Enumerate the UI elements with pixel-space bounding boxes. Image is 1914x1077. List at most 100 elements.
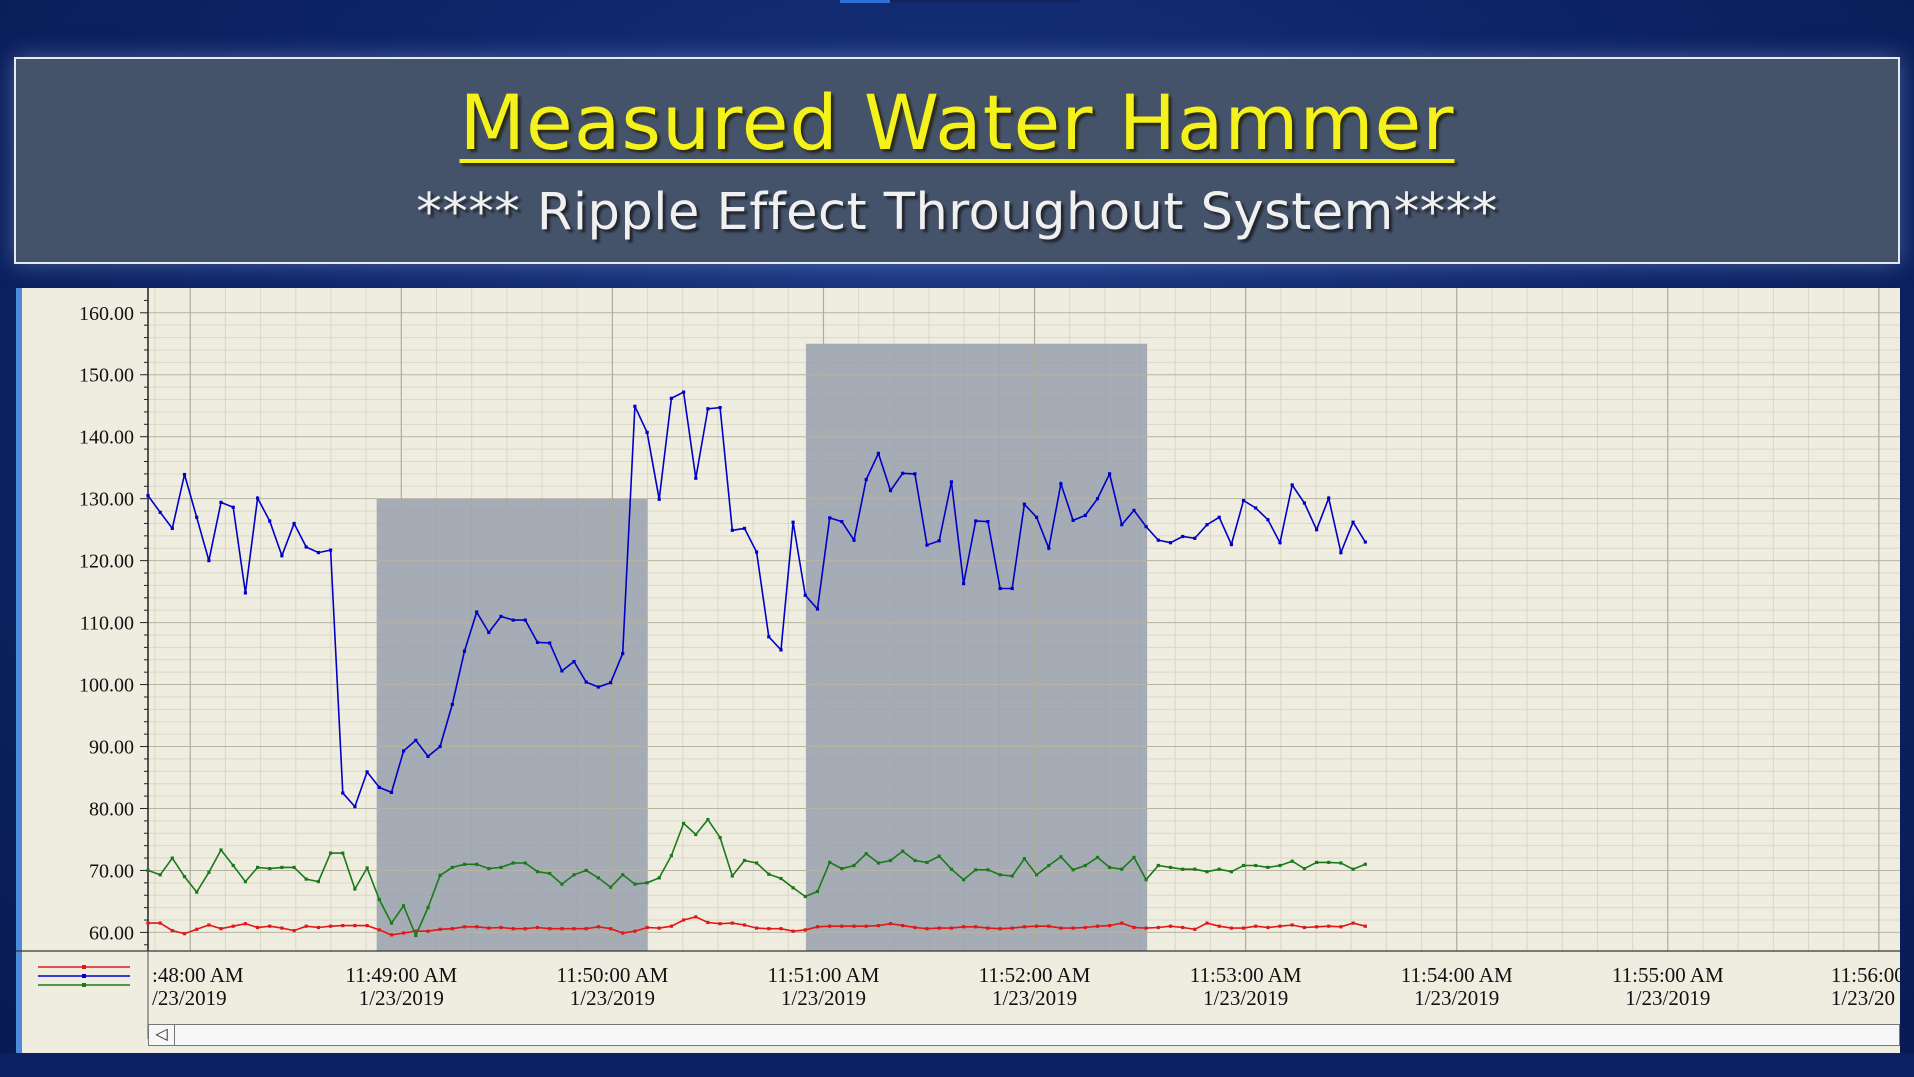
- data-point-green: [1351, 867, 1355, 871]
- data-point-red: [1168, 924, 1173, 928]
- data-point-green: [864, 852, 868, 856]
- data-point-red: [888, 922, 893, 926]
- data-point-blue: [1266, 518, 1270, 522]
- data-point-red: [1266, 925, 1270, 930]
- data-point-green: [426, 906, 430, 910]
- data-point-red: [864, 924, 868, 928]
- data-point-green: [1254, 863, 1258, 868]
- data-point-green: [523, 861, 527, 865]
- y-tick-label: 130.00: [79, 489, 134, 511]
- data-point-green: [888, 858, 893, 863]
- data-point-blue: [1205, 523, 1209, 527]
- data-point-red: [584, 927, 588, 931]
- data-point-red: [815, 925, 820, 929]
- data-point-blue: [475, 610, 479, 614]
- data-point-green: [657, 876, 661, 880]
- data-point-red: [1108, 924, 1112, 928]
- data-point-red: [1022, 925, 1026, 929]
- data-point-red: [1035, 924, 1039, 928]
- x-tick-date: 1/23/2019: [1203, 986, 1288, 1010]
- data-point-green: [1059, 855, 1063, 859]
- data-point-red: [791, 929, 795, 933]
- data-point-red: [949, 926, 953, 930]
- data-point-green: [803, 894, 807, 899]
- x-tick-date: 1/23/2019: [359, 986, 444, 1010]
- data-point-red: [1059, 926, 1063, 930]
- data-point-red: [742, 923, 747, 927]
- data-point-red: [182, 932, 187, 936]
- x-tick-date: /23/2019: [152, 986, 227, 1010]
- data-point-blue: [1278, 541, 1282, 545]
- data-point-blue: [182, 472, 187, 477]
- data-point-green: [1144, 878, 1148, 882]
- data-point-blue: [1181, 534, 1185, 539]
- data-point-red: [1363, 924, 1367, 928]
- data-point-red: [925, 927, 929, 931]
- data-point-red: [560, 927, 564, 931]
- data-point-red: [1083, 925, 1087, 930]
- y-tick-label: 150.00: [79, 365, 134, 387]
- data-point-red: [840, 924, 844, 928]
- x-tick-label: 11:52:00 AM: [979, 963, 1091, 987]
- data-point-green: [986, 868, 990, 872]
- x-tick-label: :48:00 AM: [152, 963, 244, 987]
- data-point-blue: [499, 614, 503, 618]
- data-point-green: [353, 887, 357, 891]
- data-point-blue: [1108, 472, 1112, 476]
- data-point-blue: [962, 582, 966, 586]
- data-point-red: [535, 925, 540, 930]
- data-point-blue: [523, 618, 527, 622]
- data-point-green: [962, 878, 966, 882]
- top-tab-strip: [890, 0, 1080, 2]
- data-point-blue: [268, 519, 272, 523]
- data-point-red: [1302, 925, 1306, 930]
- legend-marker-red: [82, 965, 86, 969]
- data-point-green: [438, 873, 442, 877]
- data-point-blue: [1022, 502, 1026, 506]
- top-tab-indicator: [840, 0, 890, 3]
- data-point-green: [268, 867, 272, 871]
- data-point-blue: [852, 538, 856, 542]
- data-point-blue: [986, 520, 990, 524]
- data-point-red: [962, 925, 966, 929]
- data-point-red: [304, 924, 308, 928]
- data-point-blue: [548, 641, 552, 645]
- data-point-green: [682, 821, 686, 825]
- data-point-green: [852, 863, 856, 868]
- bottom-strip: [0, 1053, 1914, 1077]
- data-point-green: [937, 854, 941, 858]
- data-point-red: [268, 924, 272, 928]
- data-point-blue: [584, 680, 588, 684]
- data-point-green: [487, 867, 491, 871]
- horizontal-scrollbar[interactable]: ◁: [148, 1024, 1900, 1046]
- data-point-blue: [256, 496, 260, 500]
- data-point-red: [523, 927, 527, 931]
- data-point-red: [1047, 924, 1051, 928]
- scroll-left-icon[interactable]: ◁: [149, 1025, 175, 1045]
- data-point-red: [548, 927, 552, 931]
- data-point-red: [1156, 925, 1160, 930]
- data-point-blue: [1168, 541, 1173, 545]
- data-point-green: [329, 851, 333, 855]
- data-point-green: [669, 854, 673, 858]
- data-point-green: [767, 872, 771, 876]
- data-point-blue: [730, 528, 734, 532]
- data-point-red: [438, 927, 442, 931]
- data-point-green: [256, 865, 260, 869]
- data-point-green: [1071, 868, 1075, 872]
- data-point-green: [1108, 865, 1112, 869]
- data-point-blue: [1363, 540, 1367, 544]
- data-point-red: [256, 925, 260, 930]
- data-point-red: [1205, 921, 1209, 925]
- data-point-green: [1205, 870, 1209, 874]
- data-point-green: [243, 880, 247, 884]
- data-point-blue: [170, 526, 174, 530]
- data-point-green: [621, 873, 625, 877]
- data-point-green: [1302, 867, 1306, 871]
- data-point-blue: [1144, 525, 1148, 529]
- data-point-blue: [621, 652, 625, 656]
- data-point-red: [937, 926, 941, 930]
- data-point-red: [694, 915, 698, 919]
- data-point-green: [828, 860, 832, 864]
- data-point-red: [377, 928, 381, 932]
